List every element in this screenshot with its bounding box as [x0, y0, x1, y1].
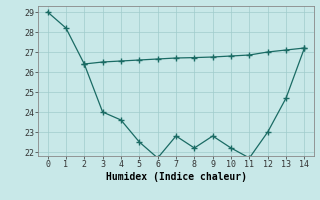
X-axis label: Humidex (Indice chaleur): Humidex (Indice chaleur)	[106, 172, 246, 182]
